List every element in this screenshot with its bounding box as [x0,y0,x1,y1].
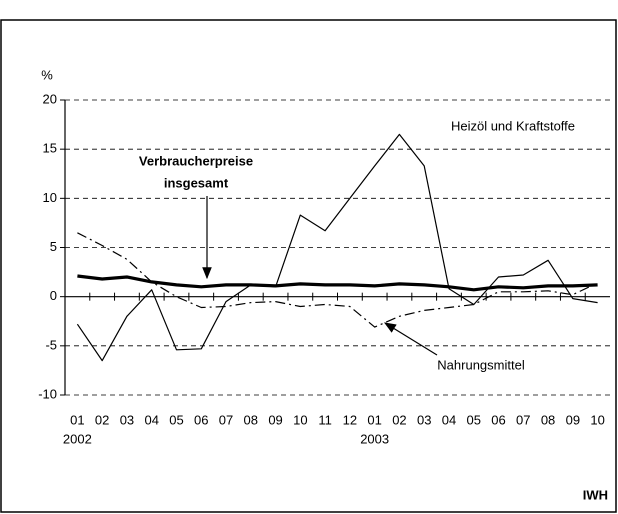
y-tick-label: 5 [50,239,57,254]
x-tick-label: 06 [491,412,505,427]
y-tick-label: 20 [43,91,57,106]
x-tick-label: 10 [590,412,604,427]
arrow [383,322,438,356]
y-tick-label: -10 [38,386,57,401]
series-label: Heizöl und Kraftstoffe [451,118,575,133]
y-tick-label: 15 [43,141,57,156]
x-tick-label: 05 [169,412,183,427]
series-label: Nahrungsmittel [437,357,525,372]
x-tick-label: 06 [194,412,208,427]
source: IWH [583,487,608,502]
x-tick-label: 02 [392,412,406,427]
x-year-label: 2003 [360,431,389,446]
x-tick-label: 05 [467,412,481,427]
x-tick-label: 08 [244,412,258,427]
y-tick-label: 0 [50,288,57,303]
series-line [77,232,598,328]
series-line [77,274,598,292]
x-tick-label: 07 [516,412,530,427]
x-tick-label: 09 [268,412,282,427]
x-tick-label: 01 [70,412,84,427]
x-tick-label: 10 [293,412,307,427]
x-tick-label: 07 [219,412,233,427]
frame [0,19,617,513]
series-label: Verbraucherpreise [139,153,253,168]
x-tick-label: 03 [120,412,134,427]
x-tick-label: 01 [367,412,381,427]
x-tick-label: 09 [566,412,580,427]
x-tick-label: 04 [144,412,158,427]
y-tick-label: 10 [43,190,57,205]
y-unit-label: % [41,67,53,82]
x-tick-label: 12 [343,412,357,427]
y-tick-label: -5 [45,337,57,352]
series-label: insgesamt [164,175,229,190]
x-tick-label: 04 [442,412,456,427]
x-tick-label: 08 [541,412,555,427]
series-line [76,133,598,362]
x-tick-label: 03 [417,412,431,427]
x-tick-label: 02 [95,412,109,427]
x-year-label: 2002 [63,431,92,446]
x-tick-label: 11 [318,412,332,427]
